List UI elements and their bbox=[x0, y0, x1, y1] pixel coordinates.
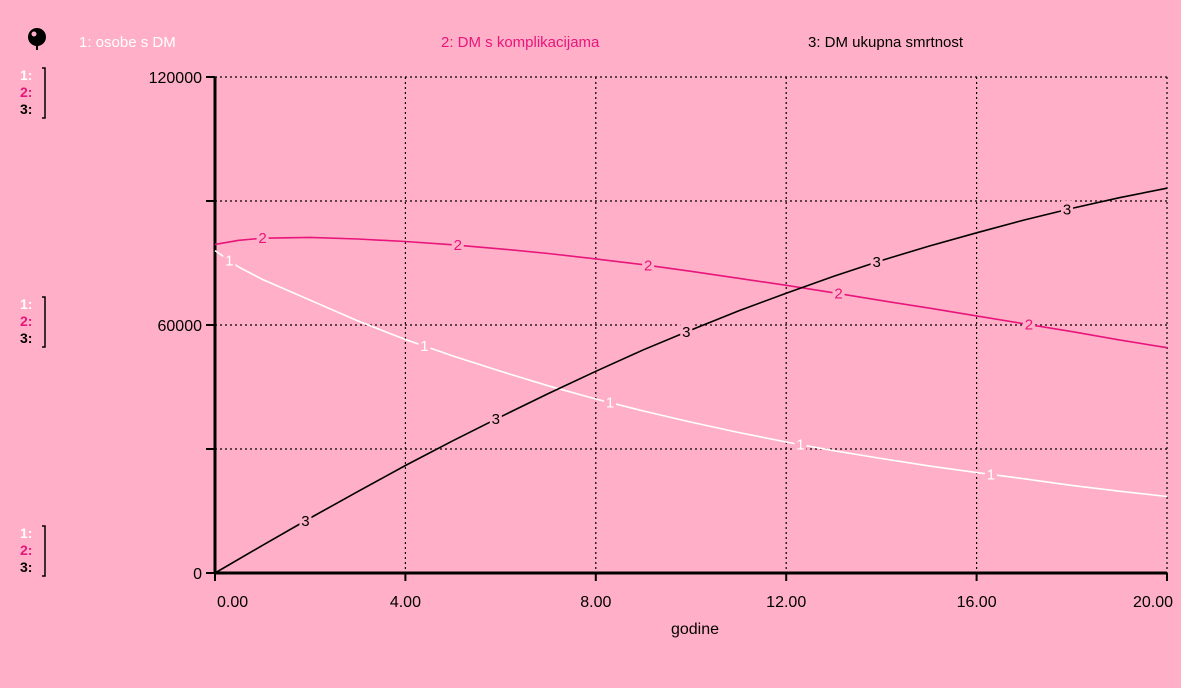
series-marker-3: 3 bbox=[1063, 202, 1071, 219]
series-marker-bg bbox=[984, 465, 997, 483]
y-tick-label: 0 bbox=[193, 566, 202, 583]
series-marker-bg bbox=[680, 322, 693, 340]
series-marker-2: 2 bbox=[258, 230, 266, 247]
side-label-1: 1: bbox=[20, 296, 32, 312]
x-tick-label: 8.00 bbox=[580, 594, 611, 611]
side-label-3: 3: bbox=[20, 330, 32, 346]
series-marker-bg bbox=[1061, 200, 1074, 218]
series-marker-3: 3 bbox=[682, 324, 690, 341]
legend-entry-3: 3: DM ukupna smrtnost bbox=[808, 34, 964, 51]
x-axis-label: godine bbox=[671, 621, 719, 638]
side-label-1: 1: bbox=[20, 67, 32, 83]
side-scale-top: 1: 2: 3: bbox=[20, 67, 46, 119]
side-bracket bbox=[42, 296, 46, 348]
side-scale-bottom: 1: 2: 3: bbox=[20, 525, 46, 577]
x-tick-label: 12.00 bbox=[766, 594, 806, 611]
series-marker-bg bbox=[642, 256, 655, 274]
x-tick-label: 16.00 bbox=[957, 594, 997, 611]
series-line-2 bbox=[214, 236, 1168, 349]
side-scale-middle: 1: 2: 3: bbox=[20, 296, 46, 348]
legend: 1: osobe s DM 2: DM s komplikacijama 3: … bbox=[79, 34, 964, 51]
side-label-2: 2: bbox=[20, 313, 32, 329]
series-marker-1: 1 bbox=[420, 338, 428, 355]
axes bbox=[206, 76, 1168, 581]
series-marker-bg bbox=[489, 410, 502, 428]
series-marker-bg bbox=[299, 511, 312, 529]
legend-entry-1: 1: osobe s DM bbox=[79, 34, 176, 51]
side-label-1: 1: bbox=[20, 525, 32, 541]
x-tick-label: 0.00 bbox=[217, 594, 248, 611]
series-marker-1: 1 bbox=[796, 437, 804, 454]
series-marker-bg bbox=[451, 236, 464, 254]
x-tick-label: 20.00 bbox=[1133, 594, 1173, 611]
series-marker-1: 1 bbox=[606, 395, 614, 412]
side-label-2: 2: bbox=[20, 84, 32, 100]
x-tick-label: 4.00 bbox=[390, 594, 421, 611]
series-marker-bg bbox=[256, 229, 269, 247]
series-line-1 bbox=[214, 249, 1168, 498]
series-marker-2: 2 bbox=[1025, 317, 1033, 334]
series-marker-bg bbox=[832, 284, 845, 302]
series-marker-bg bbox=[1022, 315, 1035, 333]
series-marker-3: 3 bbox=[872, 254, 880, 271]
side-bracket bbox=[42, 525, 46, 577]
series-marker-bg bbox=[418, 337, 431, 355]
series-marker-bg bbox=[794, 435, 807, 453]
side-label-3: 3: bbox=[20, 559, 32, 575]
side-label-3: 3: bbox=[20, 101, 32, 117]
series-marker-3: 3 bbox=[301, 513, 309, 530]
side-label-2: 2: bbox=[20, 542, 32, 558]
series-markers: 1 1 1 1 1 2 2 2 2 2 3 3 3 3 3 bbox=[223, 200, 1074, 530]
series-marker-1: 1 bbox=[225, 253, 233, 270]
series-marker-2: 2 bbox=[834, 286, 842, 303]
series-marker-2: 2 bbox=[644, 257, 652, 274]
series-marker-bg bbox=[223, 251, 236, 269]
y-tick-label: 120000 bbox=[149, 70, 202, 87]
y-tick-label: 60000 bbox=[158, 318, 203, 335]
side-bracket bbox=[42, 67, 46, 119]
pin-icon[interactable] bbox=[28, 28, 46, 50]
series-marker-bg bbox=[604, 393, 617, 411]
series-marker-3: 3 bbox=[492, 411, 500, 428]
tick-labels: 0.00 4.00 8.00 12.00 16.00 20.00 0 60000 120000 bbox=[149, 70, 1173, 611]
series-marker-bg bbox=[870, 253, 883, 271]
series-marker-1: 1 bbox=[987, 466, 995, 483]
legend-entry-2: 2: DM s komplikacijama bbox=[441, 34, 600, 51]
series-marker-2: 2 bbox=[454, 237, 462, 254]
